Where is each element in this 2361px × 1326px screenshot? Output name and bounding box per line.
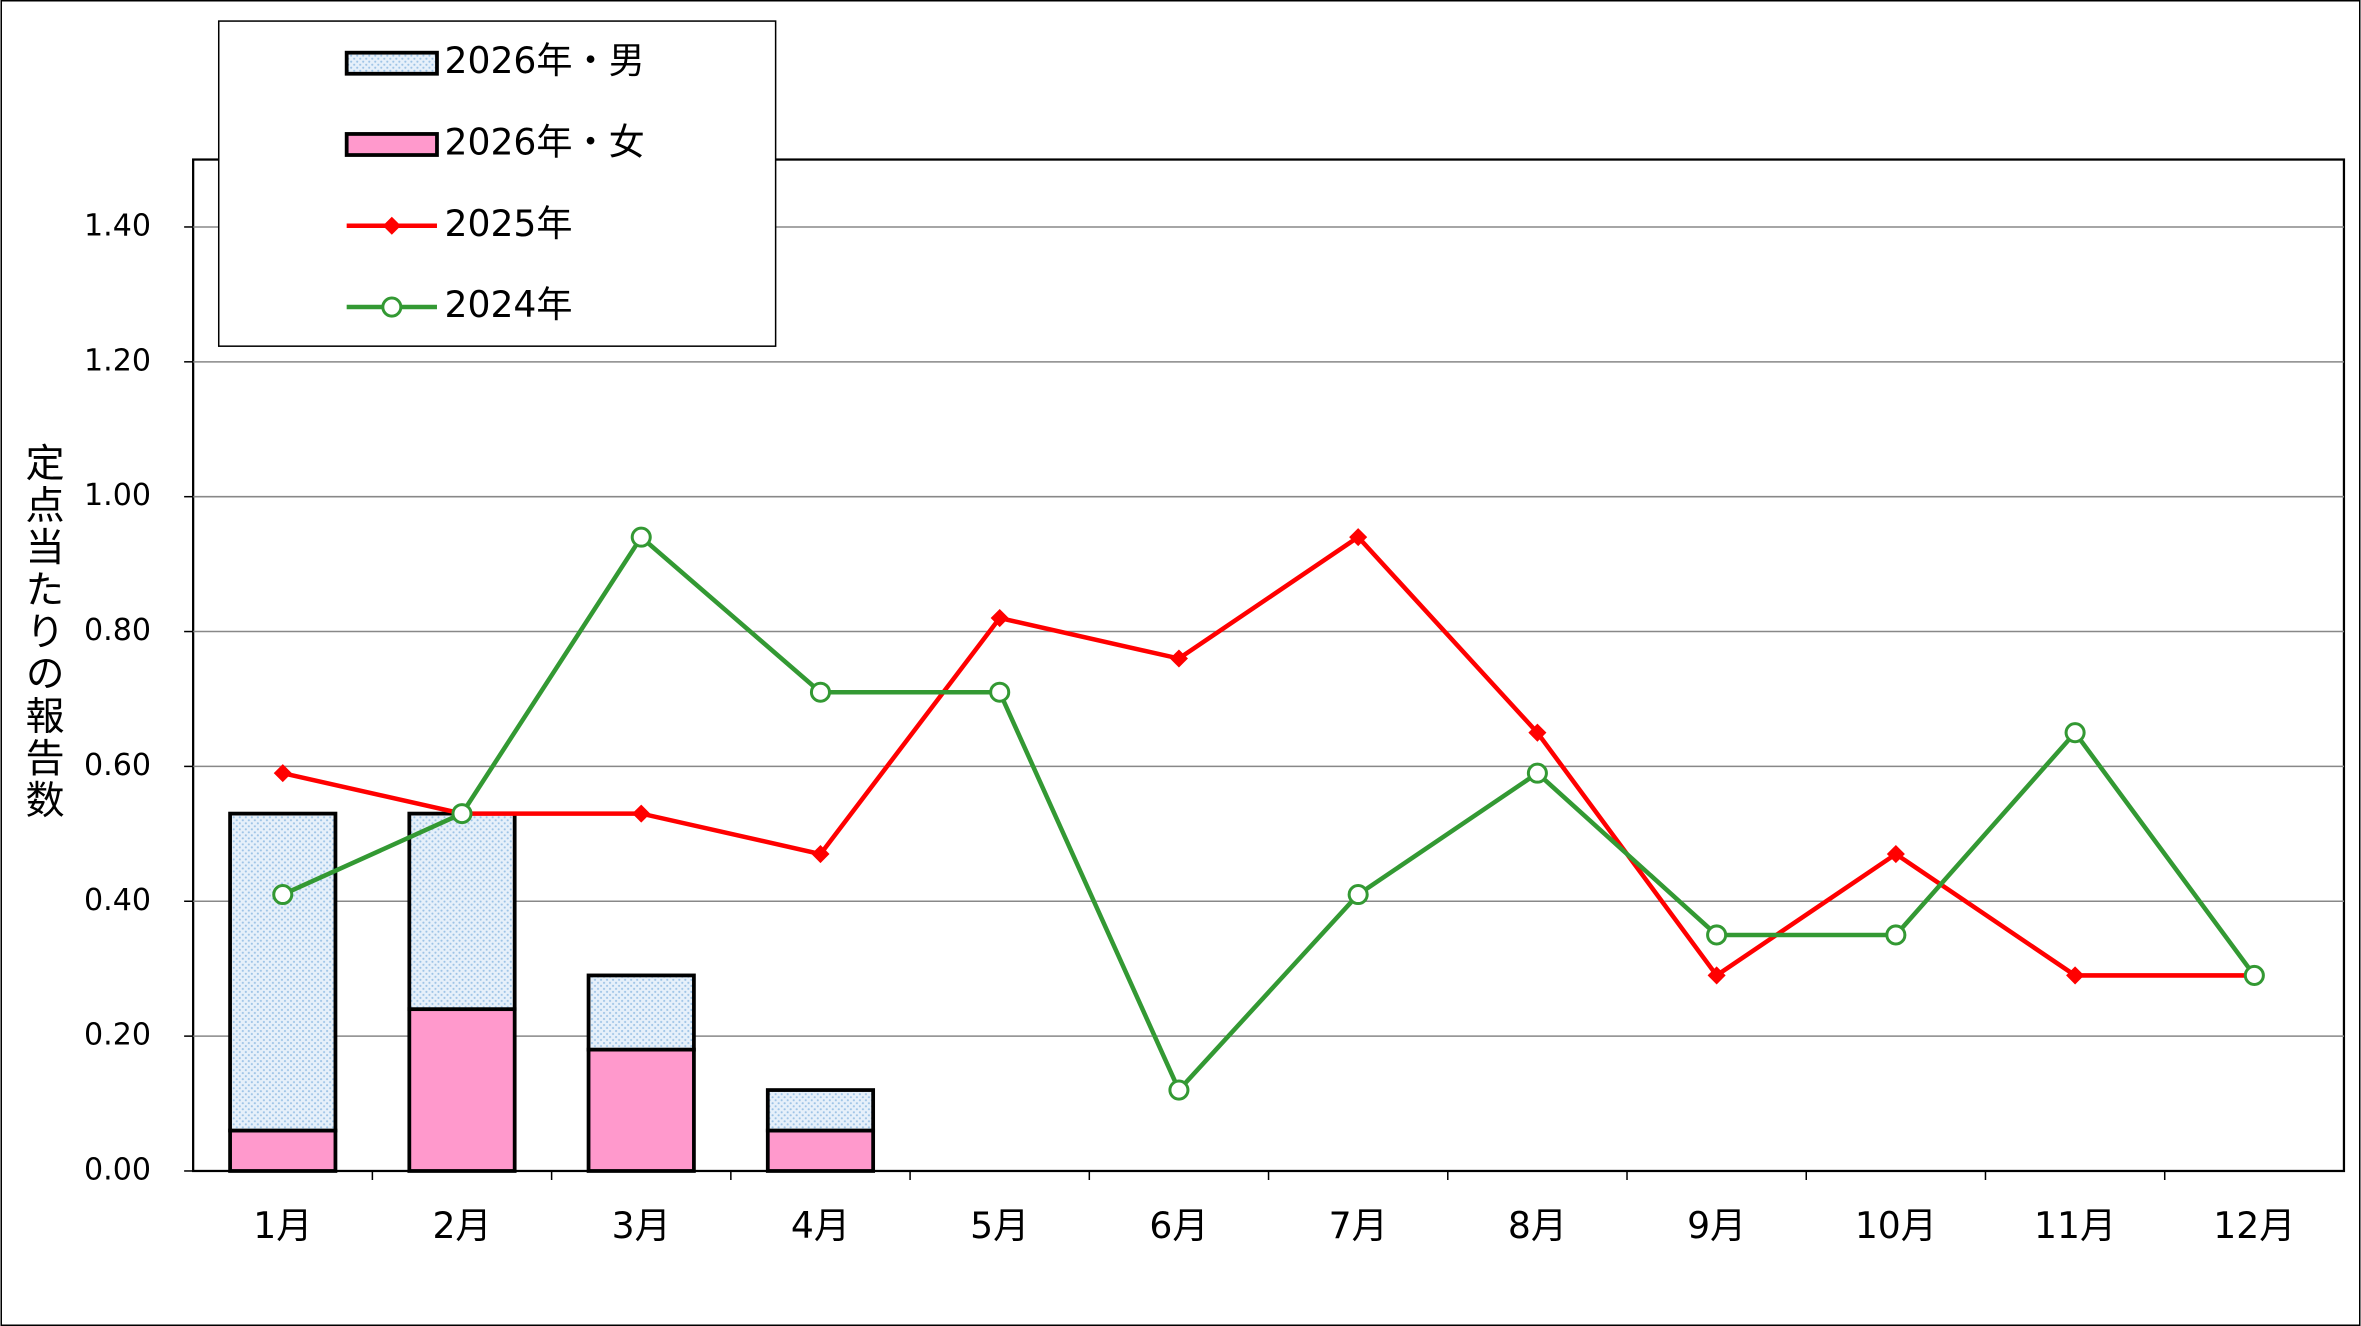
marker — [1707, 966, 1726, 985]
legend-swatch — [344, 50, 439, 76]
bar — [228, 811, 338, 1133]
bar — [765, 1128, 876, 1173]
marker — [273, 764, 292, 783]
legend-label: 2026年・男 — [445, 39, 645, 82]
marker — [1347, 883, 1369, 906]
x-tick-label: 11月 — [2034, 1204, 2116, 1247]
y-tick-label: 0.00 — [84, 1152, 151, 1187]
x-tick-label: 10月 — [1855, 1204, 1937, 1247]
marker — [632, 804, 651, 823]
marker — [2243, 964, 2265, 986]
x-tick-label: 2月 — [432, 1204, 491, 1247]
y-tick-label: 0.40 — [84, 883, 151, 918]
marker — [989, 681, 1011, 703]
legend — [217, 20, 777, 347]
x-tick-label: 7月 — [1329, 1204, 1388, 1247]
marker — [1706, 924, 1728, 946]
x-tick-label: 6月 — [1149, 1204, 1208, 1247]
y-tick-label: 0.80 — [84, 613, 151, 648]
marker — [381, 296, 403, 318]
bar — [228, 1128, 338, 1173]
legend-label: 2026年・女 — [445, 120, 645, 163]
x-tick-label: 12月 — [2213, 1204, 2295, 1247]
line — [281, 533, 2257, 1095]
marker — [2064, 722, 2086, 744]
marker — [1526, 762, 1548, 784]
bar — [407, 811, 517, 1012]
y-tick-label: 1.40 — [84, 208, 151, 243]
line — [282, 534, 2255, 979]
y-tick-label: 1.20 — [84, 343, 151, 378]
y-tick-label: 0.20 — [84, 1018, 151, 1053]
legend-label: 2025年 — [445, 202, 573, 245]
bar — [765, 1088, 876, 1133]
x-tick-label: 5月 — [970, 1204, 1029, 1247]
bar — [586, 1047, 696, 1173]
marker — [1885, 924, 1907, 946]
marker — [630, 526, 652, 548]
marker — [811, 845, 830, 864]
marker — [2066, 966, 2085, 985]
bar — [586, 973, 696, 1052]
marker — [809, 681, 832, 703]
x-tick-label: 1月 — [253, 1204, 312, 1247]
y-axis-label: 定点当たりの報告数 — [19, 443, 64, 822]
x-tick-label: 4月 — [791, 1204, 850, 1247]
x-tick-label: 8月 — [1508, 1204, 1567, 1247]
marker — [272, 883, 294, 906]
y-tick-label: 1.00 — [84, 478, 151, 513]
marker — [1168, 1079, 1190, 1101]
bar — [407, 1007, 517, 1173]
legend-swatch — [344, 132, 439, 157]
x-tick-label: 3月 — [612, 1204, 671, 1247]
marker — [990, 609, 1009, 628]
x-tick-label: 9月 — [1687, 1204, 1746, 1247]
marker — [451, 803, 473, 825]
legend-label: 2024年 — [445, 283, 573, 326]
marker — [1886, 845, 1905, 864]
y-tick-label: 0.60 — [84, 748, 151, 783]
marker — [1349, 528, 1368, 547]
marker — [382, 216, 401, 235]
